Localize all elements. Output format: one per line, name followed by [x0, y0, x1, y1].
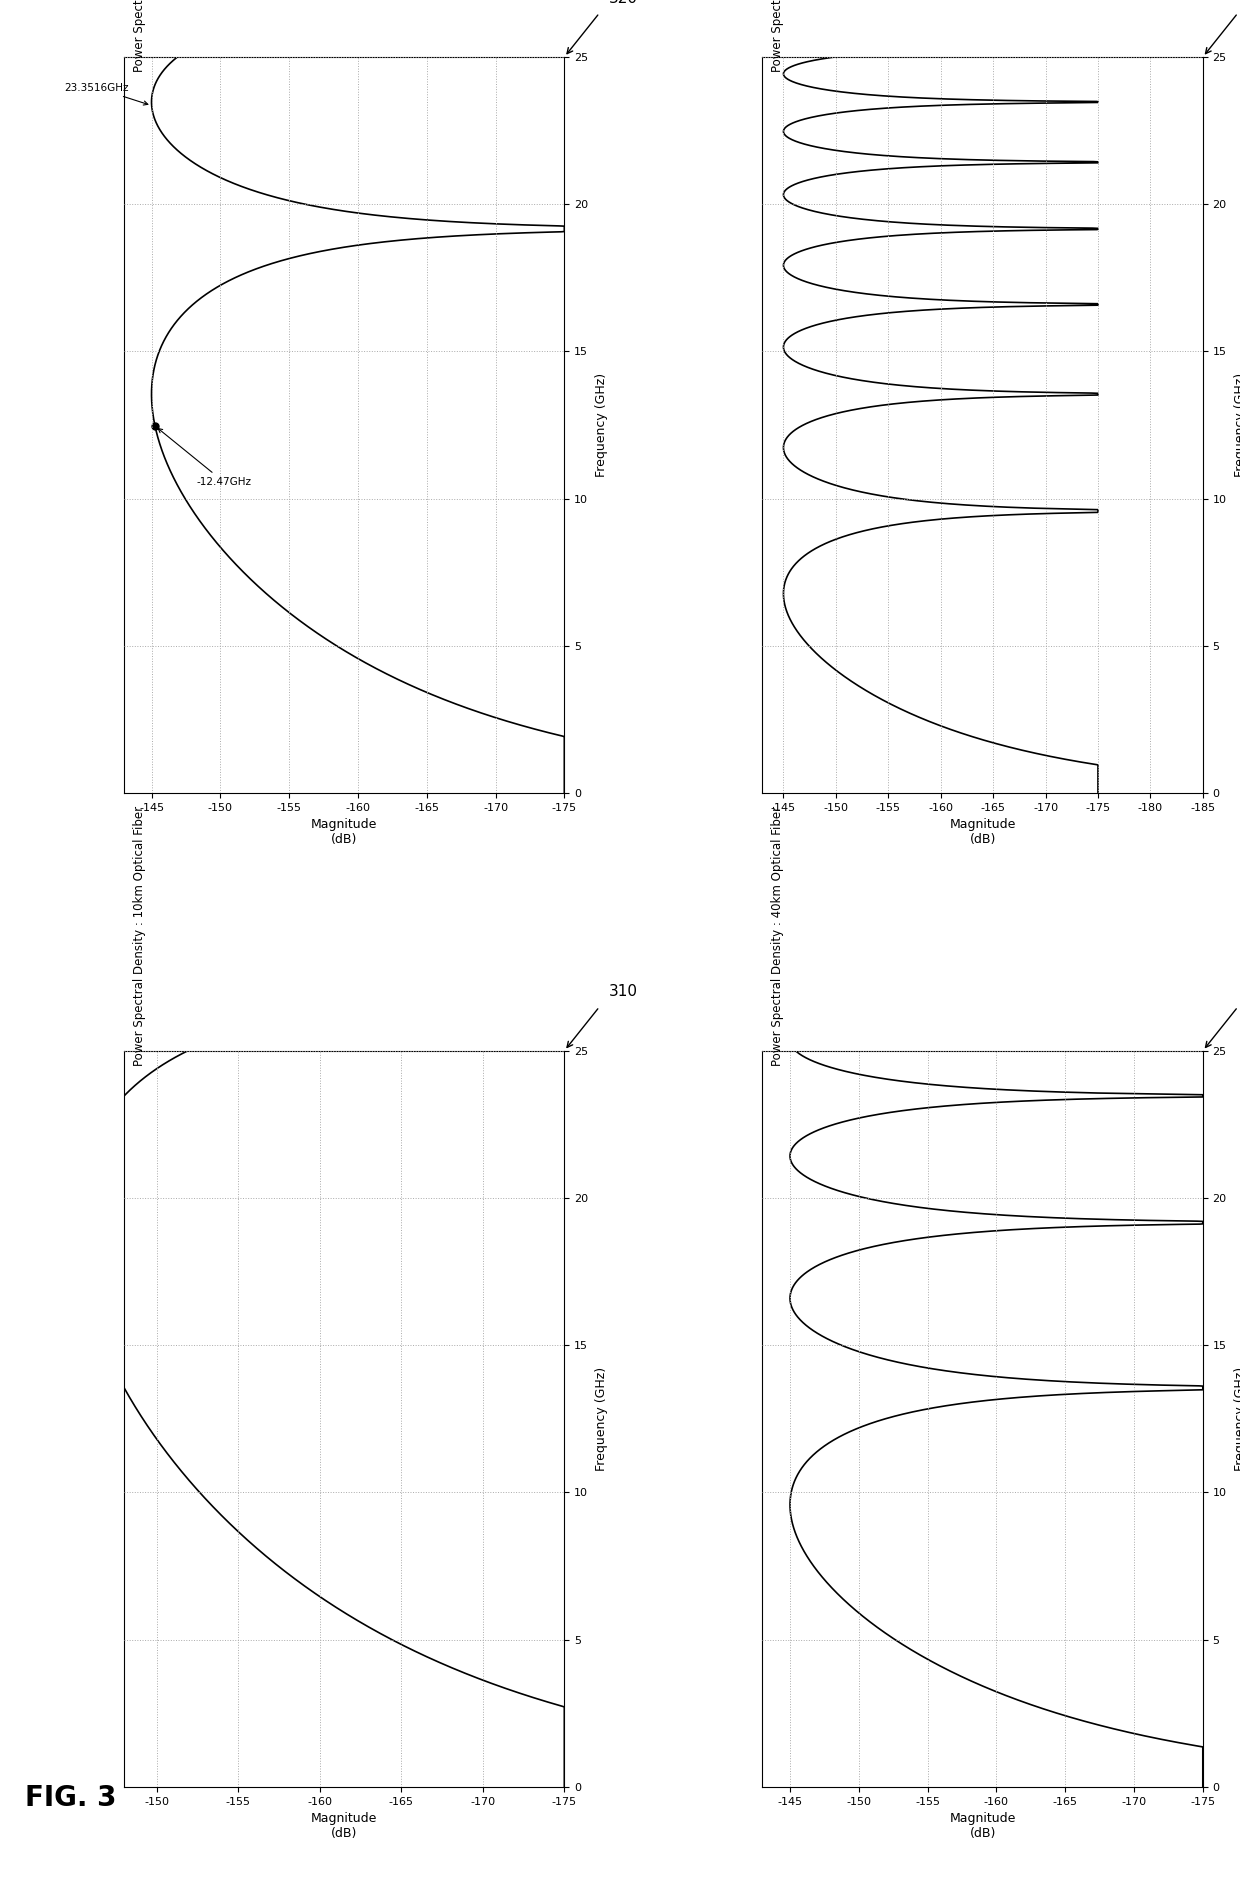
Text: -12.47GHz: -12.47GHz [159, 428, 252, 487]
Y-axis label: Frequency (GHz): Frequency (GHz) [1234, 1367, 1240, 1471]
X-axis label: Magnitude
(dB): Magnitude (dB) [311, 1812, 377, 1840]
Text: FIG. 3: FIG. 3 [25, 1783, 117, 1812]
X-axis label: Magnitude
(dB): Magnitude (dB) [311, 819, 377, 846]
Text: 23.3516GHz: 23.3516GHz [64, 84, 148, 105]
X-axis label: Magnitude
(dB): Magnitude (dB) [950, 819, 1016, 846]
Text: 320: 320 [609, 0, 637, 6]
Y-axis label: Frequency (GHz): Frequency (GHz) [1234, 373, 1240, 477]
Text: Power Spectral Density : 20km Optical Fiber: Power Spectral Density : 20km Optical Fi… [133, 0, 146, 72]
Y-axis label: Frequency (GHz): Frequency (GHz) [595, 373, 608, 477]
Text: Power Spectral Density : 80km Optical Fiber: Power Spectral Density : 80km Optical Fi… [771, 0, 784, 72]
Text: Power Spectral Density : 10km Optical Fiber: Power Spectral Density : 10km Optical Fi… [133, 806, 146, 1066]
Y-axis label: Frequency (GHz): Frequency (GHz) [595, 1367, 608, 1471]
Text: 310: 310 [609, 985, 637, 1000]
X-axis label: Magnitude
(dB): Magnitude (dB) [950, 1812, 1016, 1840]
Text: Power Spectral Density : 40km Optical Fiber: Power Spectral Density : 40km Optical Fi… [771, 806, 784, 1066]
